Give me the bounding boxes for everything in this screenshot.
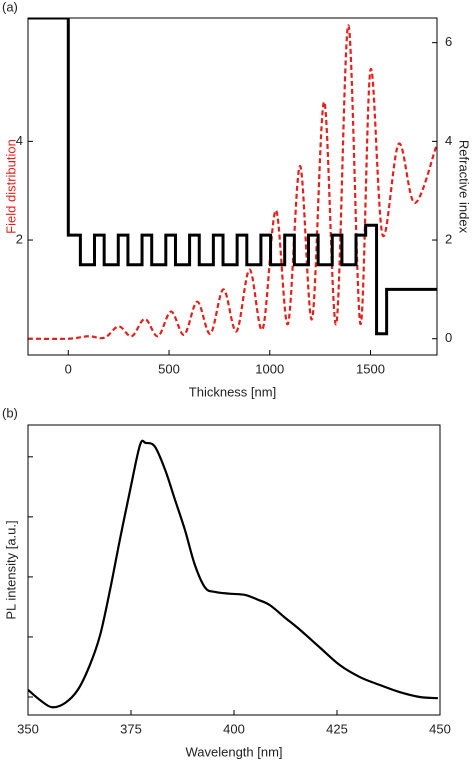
y-axis-label: PL intensity [a.u.] [3,520,18,619]
plot-frame [27,424,441,716]
y-axis-label: Field distribution [3,139,18,234]
y-tick-label: 2 [16,231,23,246]
y2-axis-label: Refractive index [457,140,472,234]
y2-tick-label: 0 [445,330,452,345]
y2-tick-label: 2 [445,231,452,246]
data-line [28,24,437,340]
x-tick-label: 375 [120,721,142,736]
x-tick-label: 1500 [356,361,385,376]
x-tick-label: 450 [429,721,451,736]
y2-tick-label: 4 [445,133,452,148]
x-axis-label: Wavelength [nm] [185,744,282,759]
plot-area [28,439,439,709]
x-tick-label: 1000 [255,361,284,376]
x-tick-label: 500 [158,361,180,376]
x-axis-label: Thickness [nm] [189,384,276,399]
data-line [28,18,437,336]
panel-label: (a) [2,0,18,14]
x-tick-label: 0 [65,361,72,376]
y2-tick-label: 6 [445,34,452,49]
x-tick-label: 400 [223,721,245,736]
data-line [28,439,439,709]
panel-label: (b) [2,405,18,420]
x-tick-label: 425 [326,721,348,736]
y-tick-label: 4 [16,133,23,148]
plot-area [28,18,437,340]
plot-frame [27,17,438,356]
x-tick-label: 350 [17,721,39,736]
